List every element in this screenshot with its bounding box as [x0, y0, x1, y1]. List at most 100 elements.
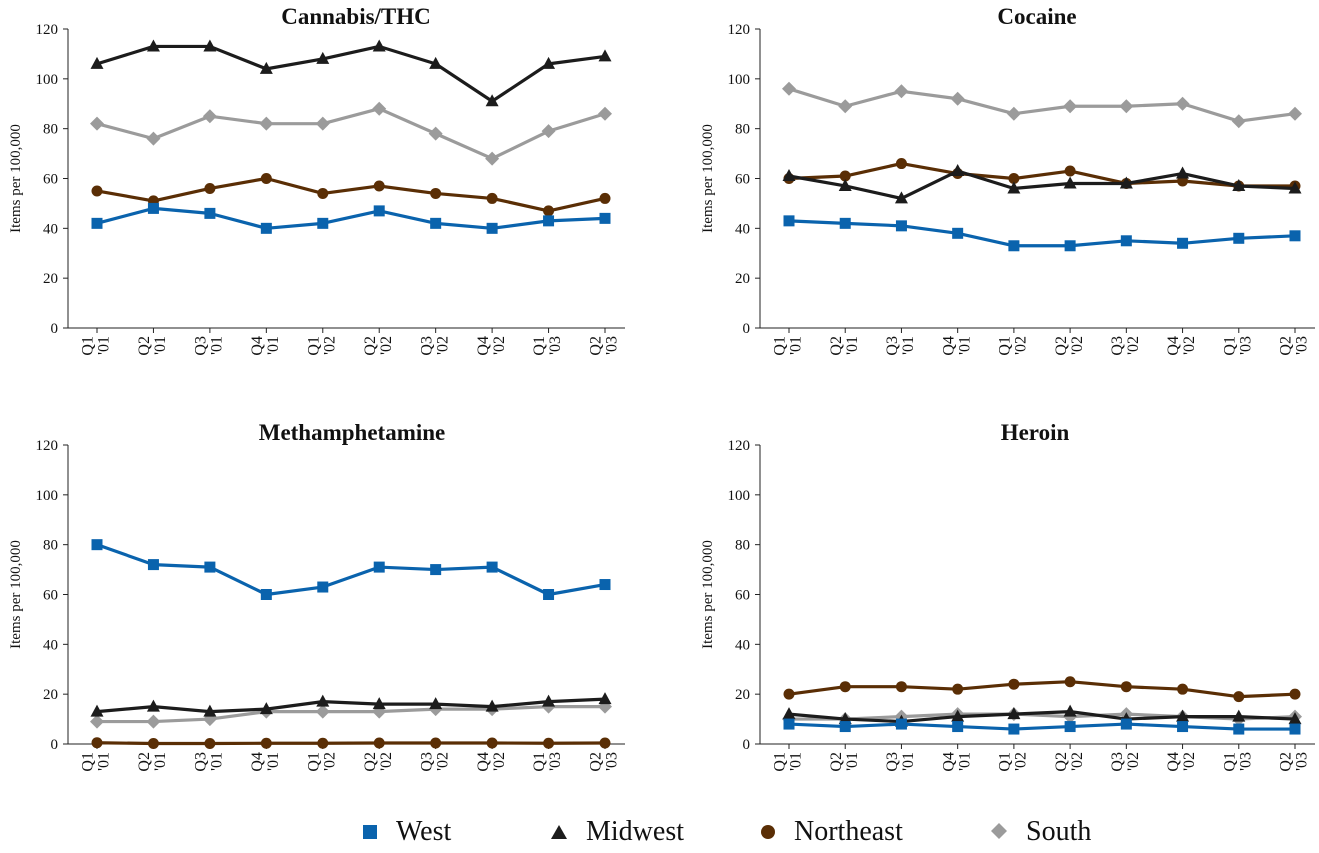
- y-axis-label: Items per 100,000: [700, 540, 716, 649]
- x-tick-label-year: '02: [1069, 336, 1086, 355]
- x-tick-label-quarter: Q1: [80, 336, 97, 356]
- data-point-west: [317, 217, 329, 229]
- x-tick-label-year: '02: [1013, 336, 1030, 355]
- x-tick-label-quarter: Q4: [475, 336, 492, 356]
- legend-swatch-midwest: [551, 825, 567, 839]
- data-point-northeast: [599, 192, 611, 204]
- x-tick-label-quarter: Q4: [249, 752, 266, 772]
- chart-panel-3: Methamphetamine 0 20 40 60 80 100 120 Items per …: [8, 420, 625, 772]
- data-point-south: [1288, 106, 1302, 121]
- data-point-midwest: [146, 699, 160, 712]
- x-tick-label-year: '01: [152, 752, 169, 771]
- data-point-midwest: [1119, 176, 1133, 189]
- data-point-west: [543, 215, 555, 227]
- y-tick-label: 0: [51, 737, 59, 753]
- data-point-west: [373, 561, 385, 573]
- legend-label-midwest: Midwest: [586, 816, 684, 847]
- chart-panel-1: Cannabis/THC 0 20 40 60 80 100 120 Items per 100…: [8, 4, 625, 356]
- chart-title: Cocaine: [997, 4, 1076, 29]
- y-axis-label: Items per 100,000: [8, 124, 24, 233]
- data-point-midwest: [429, 697, 443, 710]
- x-tick-label-year: '02: [321, 752, 338, 771]
- y-tick-label: 0: [51, 321, 59, 337]
- data-point-northeast: [1233, 691, 1245, 703]
- data-point-northeast: [599, 737, 611, 749]
- y-tick-label: 120: [728, 438, 751, 454]
- x-tick-label-year: '01: [900, 752, 917, 771]
- data-point-west: [543, 589, 555, 600]
- data-point-west: [1120, 235, 1132, 247]
- y-tick-label: 120: [36, 22, 59, 38]
- data-point-northeast: [1064, 165, 1076, 177]
- data-point-midwest: [1288, 181, 1302, 194]
- x-tick-label-year: '02: [1125, 336, 1142, 355]
- data-point-south: [838, 99, 853, 114]
- data-point-west: [373, 205, 385, 217]
- x-tick-label-year: '01: [209, 752, 226, 771]
- x-tick-label-quarter: Q1: [305, 336, 322, 356]
- series-line-west: [788, 219, 1296, 248]
- x-tick-label-year: '02: [491, 752, 508, 771]
- x-tick-label-quarter: Q2: [588, 752, 605, 772]
- data-point-midwest: [90, 56, 104, 69]
- x-tick-label-year: '01: [900, 336, 917, 355]
- y-tick-label: 80: [735, 538, 750, 554]
- data-point-west: [486, 561, 498, 573]
- data-point-northeast: [952, 683, 964, 695]
- x-tick-label-year: '03: [1237, 336, 1254, 355]
- data-point-south: [1231, 114, 1246, 129]
- data-point-south: [1119, 99, 1134, 114]
- x-tick-label-year: '02: [321, 336, 338, 355]
- x-tick-label-year: '02: [1125, 752, 1142, 771]
- y-tick-label: 40: [735, 637, 750, 653]
- charts-canvas: Cannabis/THC 0 20 40 60 80 100 120 Items per 100…: [8, 4, 1315, 772]
- x-tick-label-quarter: Q1: [772, 752, 789, 772]
- data-point-northeast: [204, 182, 216, 194]
- data-point-west: [783, 215, 795, 227]
- y-tick-label: 60: [735, 172, 750, 188]
- y-tick-label: 80: [735, 122, 750, 138]
- data-point-midwest: [316, 694, 330, 707]
- data-point-midwest: [372, 39, 386, 52]
- data-point-midwest: [1176, 709, 1190, 722]
- series-line-midwest: [788, 710, 1296, 724]
- y-tick-label: 100: [728, 488, 751, 504]
- x-tick-label-year: '03: [604, 752, 621, 771]
- y-tick-label: 80: [43, 538, 58, 554]
- x-tick-label-quarter: Q4: [940, 752, 957, 772]
- data-point-south: [202, 109, 217, 124]
- data-point-south: [782, 81, 796, 96]
- data-point-northeast: [430, 187, 442, 199]
- data-point-west: [147, 202, 159, 214]
- data-point-west: [599, 212, 611, 224]
- data-point-west: [599, 579, 611, 591]
- data-point-west: [1120, 718, 1132, 730]
- data-point-south: [1175, 96, 1190, 111]
- data-point-west: [430, 564, 442, 576]
- data-point-west: [1233, 232, 1245, 244]
- series-line-west: [96, 543, 606, 597]
- y-tick-label: 20: [735, 271, 750, 287]
- data-point-northeast: [147, 738, 159, 750]
- x-tick-label-quarter: Q1: [80, 752, 97, 772]
- data-point-northeast: [543, 205, 555, 217]
- x-tick-label-quarter: Q3: [1109, 336, 1126, 356]
- x-tick-label-quarter: Q3: [884, 336, 901, 356]
- data-point-northeast: [1177, 683, 1189, 695]
- data-point-west: [1008, 723, 1020, 735]
- x-tick-label-quarter: Q2: [1278, 336, 1295, 356]
- legend-swatch-west: [363, 825, 377, 839]
- x-tick-label-year: '02: [378, 336, 395, 355]
- data-point-west: [783, 718, 795, 730]
- data-point-west: [147, 559, 159, 571]
- data-point-south: [428, 126, 443, 141]
- legend-swatch-northeast: [761, 825, 775, 839]
- y-tick-label: 40: [43, 637, 58, 653]
- data-point-northeast: [1008, 678, 1020, 690]
- y-tick-label: 20: [43, 687, 58, 703]
- data-point-midwest: [429, 56, 443, 69]
- y-tick-label: 20: [735, 687, 750, 703]
- y-tick-label: 0: [743, 321, 751, 337]
- legend-label-south: South: [1026, 816, 1092, 847]
- data-point-south: [1006, 106, 1021, 121]
